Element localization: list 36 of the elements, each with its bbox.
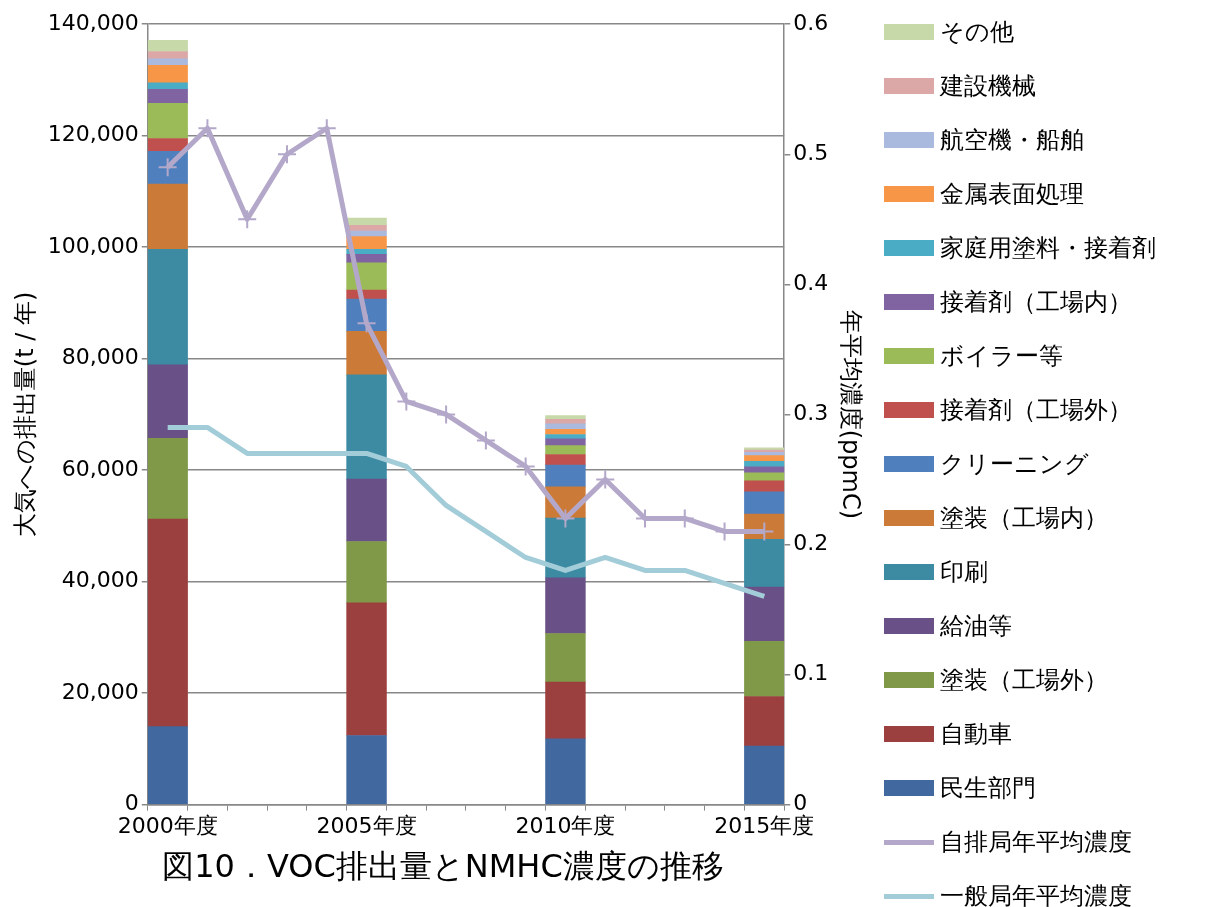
y-axis-title: 大気への排出量(t / 年)	[10, 291, 39, 538]
legend-label: ボイラー等	[940, 341, 1063, 372]
y2-axis-title: 年平均濃度(ppmC)	[837, 309, 866, 520]
legend-label: 自排局年平均濃度	[940, 827, 1132, 858]
y2-tick-label: 0.5	[793, 139, 829, 165]
y-tick-label: 20,000	[61, 678, 139, 704]
legend-label: 印刷	[940, 557, 988, 588]
legend-label: 民生部門	[940, 773, 1036, 804]
y2-tick-label: 0.3	[793, 400, 829, 426]
y-tick-label: 40,000	[61, 567, 139, 593]
y2-tick-label: 0.1	[793, 660, 829, 686]
legend-label: クリーニング	[940, 449, 1089, 480]
legend-label: 家庭用塗料・接着剤	[940, 233, 1156, 264]
legend-label: その他	[940, 17, 1014, 48]
legend-label: 建設機械	[940, 71, 1036, 102]
y-tick-label: 60,000	[61, 455, 139, 481]
legend-label: 塗装（工場内）	[940, 503, 1108, 534]
x-tick-label: 2010年度	[515, 812, 616, 838]
legend-label: 接着剤（工場外）	[940, 395, 1132, 426]
legend-label: 航空機・船舶	[940, 125, 1084, 156]
y2-tick-label: 0.4	[793, 270, 829, 296]
legend-label: 自動車	[940, 719, 1012, 750]
legend-label: 給油等	[940, 611, 1012, 642]
x-tick-label: 2015年度	[714, 812, 815, 838]
y2-tick-label: 0.2	[793, 530, 829, 556]
legend-label: 接着剤（工場内）	[940, 287, 1132, 318]
y-tick-label: 80,000	[61, 344, 139, 370]
legend-label: 金属表面処理	[940, 179, 1084, 210]
y-tick-label: 140,000	[47, 9, 139, 35]
text: 図10．VOC排出量とNMHC濃度の推移	[162, 846, 724, 887]
legend-label: 塗装（工場外）	[940, 665, 1108, 696]
y-tick-label: 100,000	[47, 232, 139, 258]
y-tick-label: 120,000	[47, 121, 139, 147]
x-tick-label: 2005年度	[316, 812, 417, 838]
y2-tick-label: 0.6	[793, 9, 829, 35]
legend-label: 一般局年平均濃度	[940, 881, 1132, 907]
